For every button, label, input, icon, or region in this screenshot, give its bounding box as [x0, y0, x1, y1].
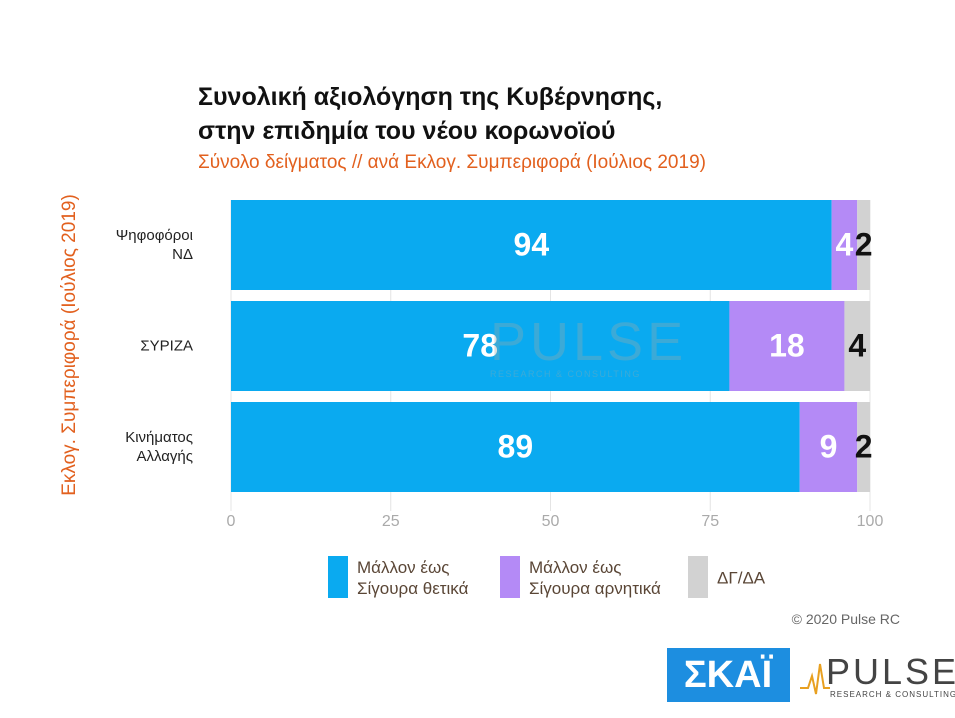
watermark-sub: RESEARCH & CONSULTING	[490, 369, 641, 379]
legend-swatch	[328, 556, 348, 598]
x-tick-label: 50	[542, 513, 560, 530]
data-label: 78	[462, 327, 498, 363]
data-label: 4	[836, 226, 854, 262]
bar-segment	[729, 301, 845, 391]
x-tick-label: 0	[227, 513, 236, 530]
legend-label: Μάλλον έως Σίγουρα αρνητικά	[529, 558, 661, 598]
category-label: ΣΥΡΙΖΑ	[140, 337, 193, 355]
watermark: PULSE RESEARCH & CONSULTING	[490, 312, 687, 379]
data-label: 18	[769, 327, 805, 363]
bar-segment	[231, 200, 832, 290]
pulse-logo-sub: RESEARCH & CONSULTING	[830, 690, 955, 699]
category-label: Κινήματος Αλλαγής	[125, 429, 193, 465]
legend-label: ΔΓ/ΔΑ	[717, 568, 766, 588]
data-label: 4	[848, 327, 866, 363]
data-label: 2	[855, 226, 873, 262]
legend-swatch	[500, 556, 520, 598]
y-axis-label: Εκλογ. Συμπεριφορά (Ιούλιος 2019)	[59, 194, 80, 496]
pulse-wave	[800, 663, 830, 695]
data-label: 94	[514, 226, 550, 262]
pulse-logo: PULSE	[826, 651, 955, 692]
x-tick-label: 100	[857, 513, 884, 530]
bar-segment	[231, 301, 730, 391]
copyright: © 2020 Pulse RC	[791, 611, 900, 627]
bar-segment	[857, 200, 870, 290]
bar-segment	[857, 402, 870, 492]
skai-logo-box	[667, 648, 790, 702]
chart-subtitle: Σύνολο δείγματος // ανά Εκλογ. Συμπεριφο…	[198, 152, 706, 173]
bar-segment	[831, 200, 858, 290]
chart-title: Συνολική αξιολόγηση της Κυβέρνησης, στην…	[198, 83, 663, 145]
watermark-text: PULSE	[490, 312, 687, 372]
category-label: Ψηφοφόροι ΝΔ	[115, 227, 193, 263]
data-label: 9	[820, 428, 838, 464]
x-tick-label: 75	[701, 513, 719, 530]
skai-logo: ΣΚΑΪ	[684, 653, 774, 696]
legend-swatch	[688, 556, 708, 598]
legend-label: Μάλλον έως Σίγουρα θετικά	[357, 558, 469, 598]
x-tick-label: 25	[382, 513, 400, 530]
data-label: 2	[855, 428, 873, 464]
bar-segment	[799, 402, 858, 492]
data-label: 89	[498, 428, 534, 464]
bar-segment	[844, 301, 870, 391]
bar-segment	[231, 402, 800, 492]
